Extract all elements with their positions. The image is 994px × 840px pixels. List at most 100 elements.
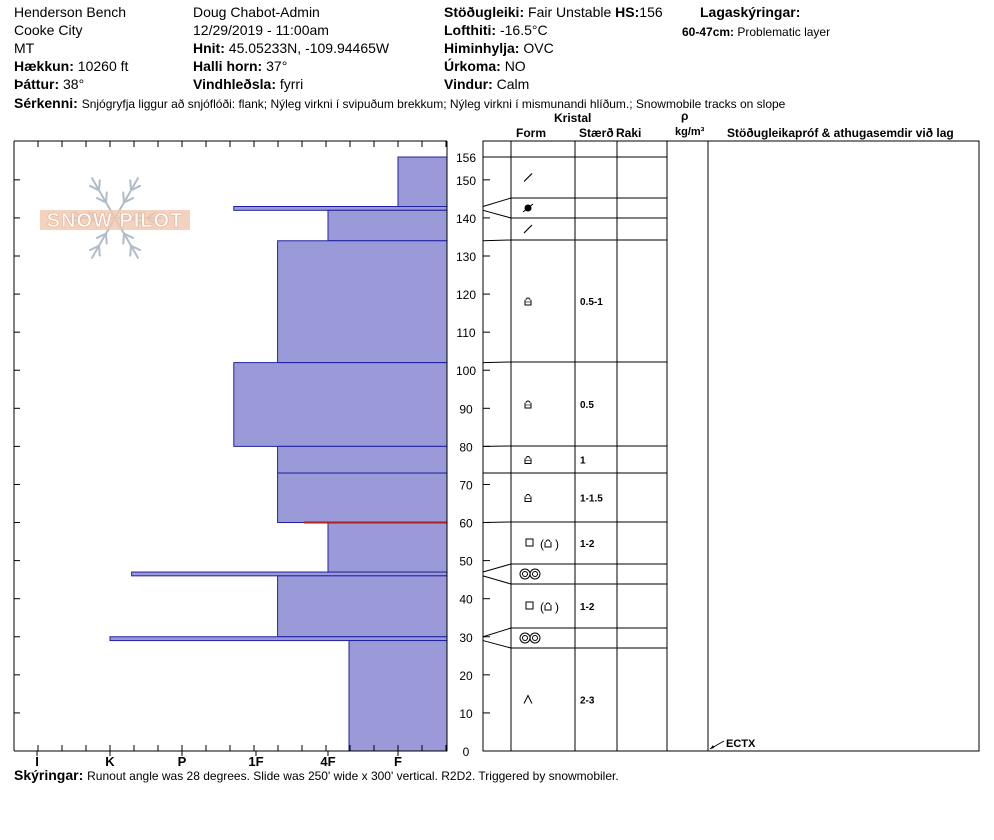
square-glyph — [525, 601, 534, 610]
crystal-form-caret-icon — [523, 694, 533, 704]
dot-glyph-slash — [522, 203, 534, 213]
flake-branch — [88, 184, 100, 192]
crystal-size-label: 1 — [580, 456, 586, 467]
layer-notes-text: Problematic layer — [737, 25, 831, 39]
crystal-form-square-cup-icon: () — [525, 537, 559, 551]
crystal-size-label: 0.5-1 — [580, 297, 603, 308]
cup-glyph — [544, 602, 552, 611]
height-tick-label: 130 — [456, 250, 476, 264]
row-connector — [482, 640, 512, 649]
air-temp-label: Lofthiti: — [444, 22, 497, 38]
flake-branch — [98, 179, 101, 192]
cup-glyph — [524, 456, 532, 464]
hardness-bar — [277, 445, 448, 474]
location-state: MT — [14, 40, 35, 56]
hardness-bar — [277, 575, 448, 638]
flake-branch — [98, 244, 101, 257]
form-header: Form — [516, 126, 546, 140]
logo-text: SNOW PILOT — [47, 210, 184, 232]
slash-glyph — [523, 173, 533, 182]
footer-notes-text: Runout angle was 28 degrees. Slide was 2… — [87, 769, 619, 783]
ring-inner-glyph — [522, 635, 528, 641]
flake-branch — [105, 232, 108, 245]
observer-name: Doug Chabot-Admin — [193, 4, 320, 20]
height-tick-label: 60 — [459, 517, 473, 531]
sky-row: Himinhylja: OVC — [444, 40, 554, 56]
crystal-form-rings-icon — [519, 632, 541, 644]
size-header: Stærð — [579, 126, 614, 140]
height-tick-label: 20 — [459, 669, 473, 683]
hardness-bar — [277, 240, 448, 364]
crystal-form-dot-icon — [522, 203, 534, 213]
hardness-tick-label: P — [178, 754, 187, 769]
height-tick-label: 10 — [459, 707, 473, 721]
rho-header: ρ — [681, 109, 689, 123]
cup-glyph — [524, 297, 532, 306]
logo-band — [40, 210, 190, 230]
flake-branch — [123, 197, 135, 204]
slope-label: Halli horn: — [193, 58, 263, 74]
height-tick-label: 110 — [456, 326, 475, 340]
hardness-tick-label: 4F — [320, 754, 335, 769]
features-row: Sérkenni: Snjógryfja liggur að snjóflóði… — [14, 95, 785, 112]
ring-glyph — [519, 568, 531, 580]
row-connector — [482, 575, 512, 585]
crystal-size-label: 2-3 — [580, 696, 595, 707]
height-tick-label: 120 — [456, 288, 476, 302]
slope-row: Halli horn: 37° — [193, 58, 287, 74]
elevation-row: Hækkun: 10260 ft — [14, 58, 128, 74]
wind-loading-label: Vindhleðsla: — [193, 76, 276, 92]
air-temp-value: -16.5°C — [499, 22, 548, 38]
hardness-plot — [109, 156, 448, 752]
hs-label: HS: — [615, 4, 640, 20]
crystal-size-label: 1-1.5 — [580, 494, 603, 505]
ring-glyph — [519, 632, 531, 644]
aspect-value: 38° — [63, 76, 85, 92]
sky-label: Himinhylja: — [444, 40, 520, 56]
height-tick-label: 50 — [459, 555, 473, 569]
footer-notes: Skýringar: Runout angle was 28 degrees. … — [14, 767, 619, 784]
wind-loading-value: fyrri — [279, 76, 304, 92]
features-label: Sérkenni: — [14, 95, 78, 111]
paren-open-glyph: ( — [540, 537, 544, 551]
elevation-value: 10260 ft — [77, 58, 129, 74]
hardness-bar — [109, 636, 448, 642]
ring-glyph — [529, 632, 541, 644]
crystal-form-square-cup-icon: () — [525, 600, 559, 614]
coords-row: Hnit: 45.05233N, -109.94465W — [193, 40, 389, 56]
flake-branch — [123, 232, 135, 239]
flake-branch — [105, 191, 108, 204]
coords-label: Hnit: — [193, 40, 225, 56]
crystal-form-cup-icon — [524, 400, 532, 409]
hardness-bar — [233, 206, 448, 211]
height-tick-label: 30 — [459, 631, 473, 645]
flake-branch — [129, 179, 132, 192]
slope-value: 37° — [266, 58, 288, 74]
features-text: Snjógryfja liggur að snjóflóði: flank; N… — [81, 97, 786, 111]
height-tick-label: 150 — [456, 174, 476, 188]
hardness-tick-label: F — [394, 754, 402, 769]
hardness-tick-label: K — [105, 754, 115, 769]
flake-branch — [130, 184, 142, 192]
row-connector — [482, 627, 512, 638]
ring-inner-glyph — [532, 571, 538, 577]
height-tick-label: 140 — [456, 212, 476, 226]
hardness-bar — [327, 209, 448, 242]
density-header: kg/m³ — [675, 126, 705, 138]
crystal-header: Kristal — [554, 111, 592, 125]
hardness-bar — [348, 640, 448, 752]
square-glyph — [525, 538, 534, 547]
flake-branch — [88, 244, 100, 252]
crystal-form-cup-icon — [524, 494, 532, 502]
hardness-bar — [277, 472, 448, 524]
crystal-form-rings-icon — [519, 568, 541, 580]
crystal-size-label: 1-2 — [580, 602, 595, 613]
hs-value: 156 — [639, 4, 663, 20]
height-tick-label: 0 — [463, 745, 470, 759]
footer-notes-label: Skýringar: — [14, 767, 84, 783]
precip-label: Úrkoma: — [444, 58, 501, 74]
caret-glyph — [523, 694, 533, 704]
height-tick-label: 70 — [459, 478, 473, 492]
row-connector — [482, 209, 512, 219]
